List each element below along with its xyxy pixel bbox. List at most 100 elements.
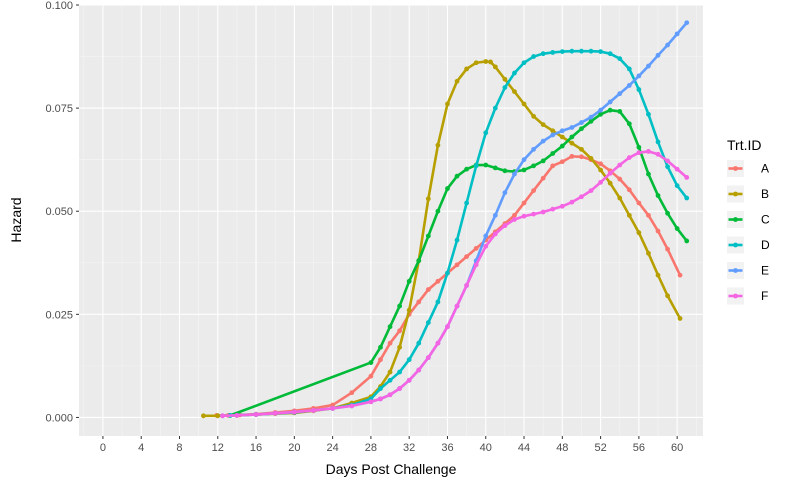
data-point [368,360,374,365]
legend-item-c: C [727,211,770,228]
data-point [492,64,498,70]
data-point [569,134,575,140]
data-point [607,170,613,176]
data-point [646,149,651,154]
data-point [483,233,489,239]
y-axis-title: Hazard [8,197,24,242]
minor-gridlines [79,5,703,436]
data-point [502,190,508,196]
data-point [617,56,623,62]
x-tick-label: 16 [250,442,262,454]
data-point [531,188,536,194]
data-point [579,146,584,152]
data-point [665,210,670,216]
data-point [579,126,584,132]
data-point [521,167,527,173]
x-tick-label: 24 [326,442,338,454]
data-point [473,163,479,169]
data-point [569,48,575,54]
data-point [665,42,670,48]
data-point [607,51,613,57]
data-point [488,59,493,65]
data-point [454,78,460,84]
data-point [636,150,642,156]
data-point [378,386,383,391]
data-point [540,138,546,144]
data-point [454,237,460,243]
data-point [330,402,336,408]
data-point [473,245,479,251]
data-point [540,209,546,215]
data-point [512,217,517,222]
data-point [626,66,632,72]
data-point [387,324,393,330]
data-point [674,183,680,189]
data-point [416,340,422,346]
data-point [464,283,470,288]
data-point [655,52,661,58]
x-tick-label: 12 [212,442,224,454]
data-point [655,151,661,157]
data-point [492,105,498,111]
y-tick-label: 0.075 [45,103,73,115]
data-point [201,413,206,419]
data-point [598,111,603,117]
x-tick-label: 56 [633,442,645,454]
legend-key-point [733,293,738,299]
data-point [646,63,651,69]
data-point [406,278,412,284]
data-point [397,386,403,391]
data-point [617,195,623,201]
data-point [416,258,422,264]
data-point [636,144,642,150]
data-point [387,369,393,375]
data-point [512,212,517,218]
data-point [521,157,527,163]
x-tick-label: 52 [594,442,606,454]
data-point [636,87,642,92]
data-point [215,413,221,419]
data-point [677,272,683,278]
data-point [559,128,565,134]
x-tick-label: 48 [556,442,568,454]
data-point [445,101,450,107]
data-point [569,140,575,146]
data-point [569,153,575,159]
data-point [617,91,623,97]
data-point [464,166,470,172]
y-tick-label: 0.025 [45,309,73,321]
data-point [579,154,584,160]
data-point [607,99,613,105]
x-tick-label: 32 [403,442,415,454]
data-point [454,173,460,179]
x-tick-label: 60 [671,442,683,454]
data-point [521,60,527,66]
data-point [406,307,412,313]
data-point [665,164,670,170]
data-point [579,120,584,125]
x-tick-label: 44 [518,442,530,454]
data-point [588,118,594,124]
data-point [598,107,603,113]
data-point [492,165,498,171]
data-point [502,168,508,174]
data-point [531,211,536,217]
data-point [454,303,460,309]
legend-key-point [733,242,738,248]
data-point [483,130,489,136]
data-point [406,377,412,383]
data-point [579,194,584,200]
data-point [397,369,403,375]
data-point [531,113,536,119]
x-tick-label: 4 [138,442,144,454]
data-point [397,344,403,350]
legend-label: E [761,264,769,278]
data-point [234,412,240,418]
data-point [416,299,422,305]
data-point [483,243,489,249]
data-point [387,392,393,398]
data-point [607,107,613,113]
data-point [646,171,651,177]
x-tick-label: 20 [288,442,300,454]
